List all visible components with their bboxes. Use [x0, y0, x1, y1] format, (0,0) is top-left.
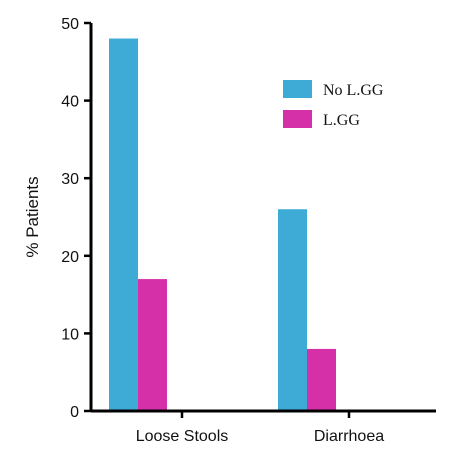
y-ticks: 0 10 20 30 40 50 — [61, 16, 91, 421]
x-category-label: Loose Stools — [136, 428, 229, 445]
y-tick-label: 20 — [61, 249, 79, 266]
legend: No L.GG L.GG — [283, 80, 384, 129]
y-tick-label: 10 — [61, 326, 79, 343]
bar-diarrhoea-lgg — [307, 348, 336, 411]
x-ticks: Loose Stools Diarrhoea — [136, 411, 384, 445]
legend-swatch — [283, 110, 312, 128]
axes-layer — [89, 23, 436, 413]
bar-diarrhoea-no-lgg — [278, 209, 307, 411]
legend-label: L.GG — [323, 112, 360, 129]
bar-loose-stools-no-lgg — [109, 38, 138, 412]
y-tick-label: 40 — [61, 94, 79, 111]
legend-label: No L.GG — [323, 82, 384, 99]
y-axis-title: % Patients — [23, 176, 42, 257]
y-tick-label: 30 — [61, 171, 79, 188]
x-category-label: Diarrhoea — [314, 428, 384, 445]
y-tick-label: 0 — [70, 404, 79, 421]
y-tick-label: 50 — [61, 16, 79, 33]
bars-layer — [109, 38, 336, 412]
legend-swatch — [283, 80, 312, 98]
bar-loose-stools-lgg — [138, 279, 167, 411]
